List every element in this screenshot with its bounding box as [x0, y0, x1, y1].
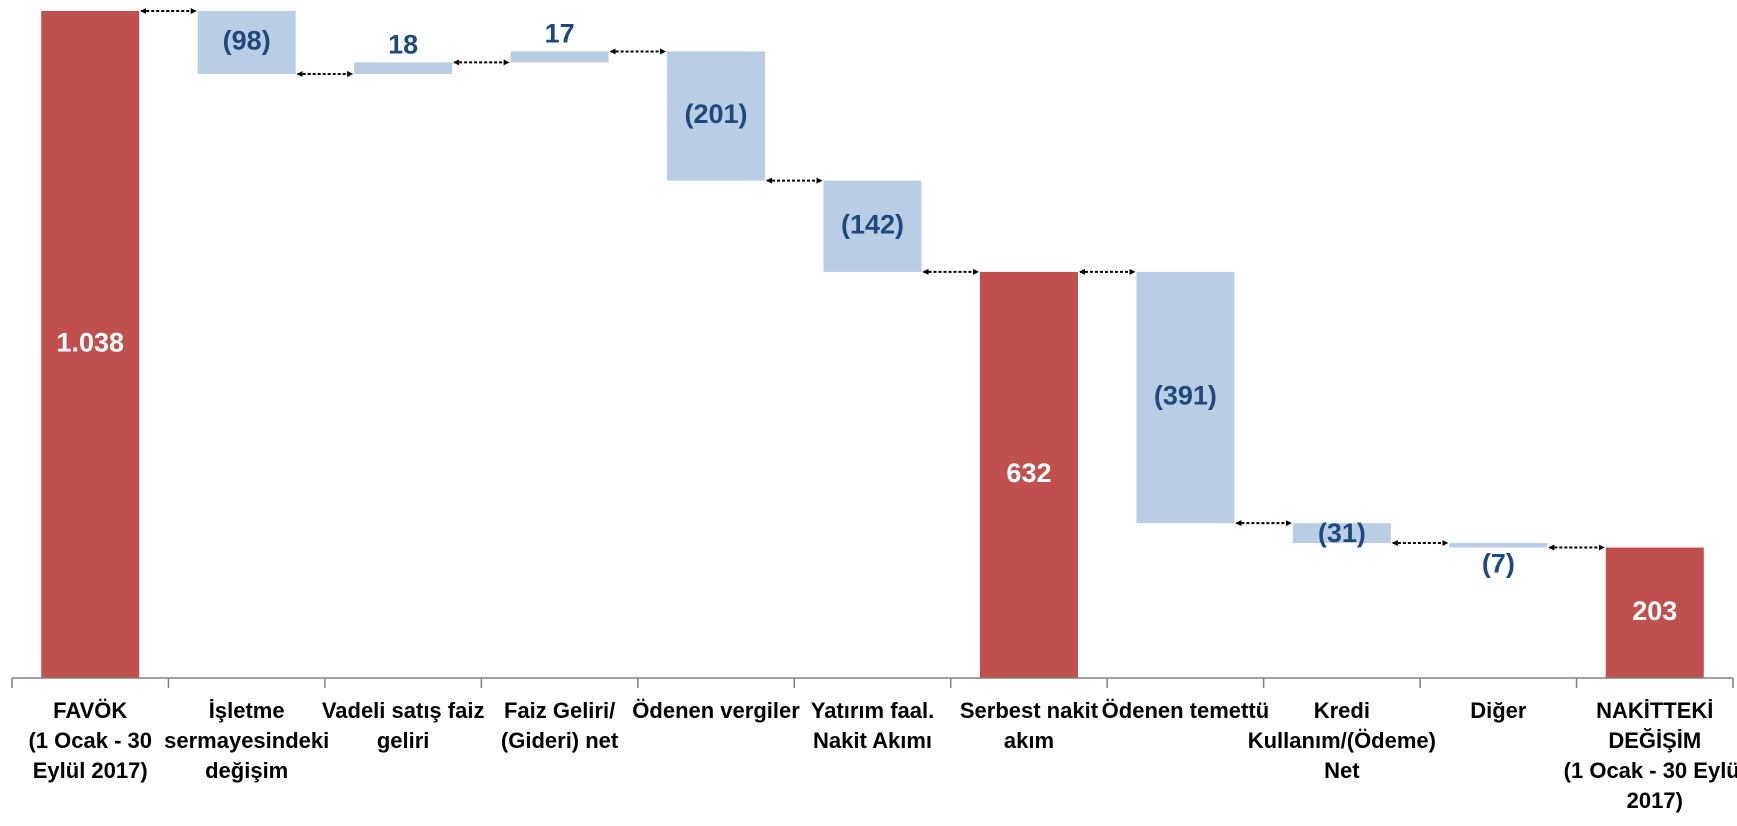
- category-label-9: Kredi Kullanım/(Ödeme) Net: [1248, 698, 1436, 783]
- data-label-10: (7): [1482, 549, 1515, 579]
- bar-3: [354, 62, 453, 74]
- bar-9: [1292, 523, 1391, 544]
- data-label-1: 1.038: [56, 328, 124, 358]
- bar-10: [1449, 543, 1548, 548]
- x-axis: [11, 677, 1734, 688]
- data-label-5: (201): [685, 99, 748, 129]
- connectors-layer: [140, 8, 1605, 551]
- category-label-2: İşletme sermayesindeki değişim: [164, 698, 329, 783]
- category-label-7: Serbest nakit akım: [960, 698, 1099, 753]
- bar-7: [979, 271, 1078, 678]
- data-label-3: 18: [388, 30, 418, 60]
- data-label-6: (142): [841, 209, 904, 239]
- category-label-4: Faiz Geliri/(Gideri) net: [501, 698, 619, 753]
- category-label-6: Yatırım faal. Nakit Akımı: [811, 698, 935, 753]
- bar-5: [667, 51, 766, 181]
- category-label-11: NAKİTTEKİ DEĞİŞİM (1 Ocak - 30 Eylül 2017): [1564, 698, 1737, 813]
- data-label-8: (391): [1154, 381, 1217, 411]
- data-label-9: (31): [1318, 518, 1366, 548]
- category-label-8: Ödenen temettü: [1102, 698, 1269, 723]
- bars-layer: [41, 11, 1704, 678]
- bar-8: [1136, 271, 1235, 524]
- data-label-4: 17: [545, 19, 575, 49]
- data-label-2: (98): [223, 26, 271, 56]
- bar-6: [823, 180, 922, 272]
- category-label-1: FAVÖK (1 Ocak - 30 Eylül 2017): [28, 698, 152, 783]
- category-label-5: Ödenen vergiler: [632, 698, 800, 723]
- category-labels-layer: FAVÖK (1 Ocak - 30 Eylül 2017)İşletme serma…: [28, 698, 1737, 813]
- data-label-11: 203: [1632, 596, 1677, 626]
- data-labels-layer: 1.038 (98) 18 17 (201) (142) 632 (391) (31) (7) 20…: [56, 19, 1677, 626]
- bar-2: [197, 11, 296, 74]
- bar-4: [510, 51, 609, 63]
- bar-11: [1605, 547, 1704, 678]
- data-label-7: 632: [1006, 458, 1051, 488]
- category-label-10: Diğer: [1470, 698, 1527, 723]
- bar-1: [41, 11, 140, 678]
- category-label-3: Vadeli satış faiz geliri: [322, 698, 485, 753]
